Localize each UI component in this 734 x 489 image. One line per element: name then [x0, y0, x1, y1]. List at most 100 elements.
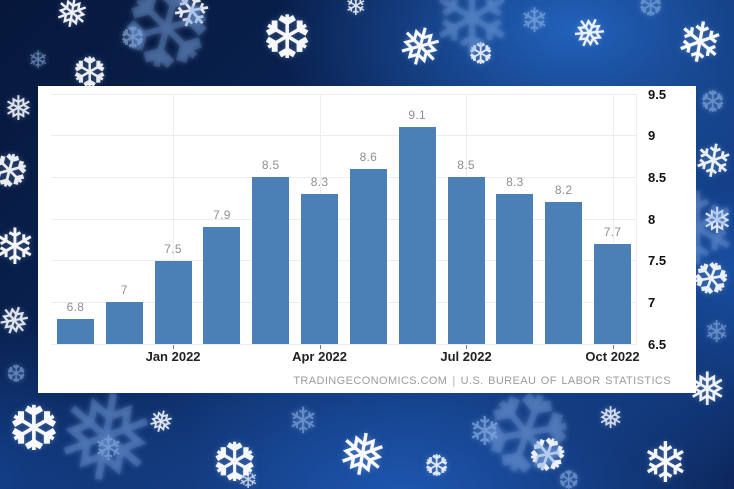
quarter-gridline	[612, 94, 614, 344]
chart-attribution: TRADINGECONOMICS.COM | U.S. BUREAU OF LABO…	[293, 375, 671, 387]
snowflake-icon: ❄	[0, 218, 36, 276]
bar-value-label: 8.5	[457, 158, 475, 172]
y-axis-tick-label: 6.5	[648, 336, 667, 352]
bar-value-label: 8.5	[261, 158, 280, 172]
attribution-provider: U.S. BUREAU OF LABOR STATISTICS	[460, 375, 671, 387]
bar-value-label: 9.1	[408, 108, 426, 122]
x-axis-tick-label: Jan 2022	[145, 349, 201, 364]
gridline	[51, 218, 637, 220]
bar[interactable]	[203, 227, 241, 344]
bar-value-label: 7	[120, 283, 128, 297]
bar-slot: 8.5	[246, 94, 295, 344]
gridline	[51, 343, 637, 345]
y-axis-tick-label: 9.5	[648, 86, 667, 102]
x-axis-tick-mark	[612, 345, 614, 349]
bar-slot: Jul 2022 8.5	[440, 94, 492, 364]
snowflake-icon: ❆	[468, 37, 494, 72]
snowflake-icon: ❄	[345, 0, 367, 22]
bar-value-label: 7.5	[164, 242, 182, 256]
bar-value-label: 8.3	[310, 175, 329, 189]
bar[interactable]	[56, 319, 94, 344]
y-axis-tick-label: 8.5	[648, 169, 667, 185]
snowflake-icon: ❅	[51, 0, 93, 40]
snowflake-icon: ❆	[6, 360, 27, 388]
snowflake-icon: ❄	[94, 429, 123, 469]
snowflake-icon: ❄	[642, 431, 689, 489]
bar-value-label: 7.7	[603, 225, 622, 239]
snowflake-icon: ❆	[262, 3, 313, 73]
snowflake-icon: ❄	[670, 7, 729, 80]
bar-value-label: 8.2	[554, 183, 573, 197]
gridline	[51, 301, 637, 303]
bar-slot: 8.6	[344, 94, 393, 344]
x-axis-tick-label: Apr 2022	[292, 349, 348, 364]
attribution-separator: |	[452, 375, 456, 387]
bar-value-label: 6.8	[66, 300, 85, 314]
y-axis-tick-label: 7.5	[648, 253, 667, 269]
snowflake-icon: ❆	[212, 431, 258, 489]
bar-slot: Apr 2022 8.3	[292, 94, 347, 364]
bar-value-label: 8.3	[506, 175, 524, 189]
y-axis-tick-label: 8	[648, 211, 656, 227]
bar[interactable]	[545, 202, 583, 344]
plot-area: 6.8 7 Jan 2022 7.5 7.9 8.5 Apr 2022 8.3 8.6 9.1 Ju…	[51, 93, 640, 364]
quarter-gridline	[173, 94, 175, 344]
x-axis-tick-mark	[466, 345, 468, 349]
x-axis-tick-mark	[319, 345, 321, 349]
bar[interactable]	[154, 261, 192, 344]
bar[interactable]	[301, 194, 339, 344]
bar-slot: Jan 2022 7.5	[146, 94, 201, 364]
snowflake-icon: ❅	[144, 402, 178, 443]
bar-slot: 7.9	[197, 94, 246, 344]
gridline	[51, 260, 637, 262]
snowflake-icon: ❄	[468, 409, 502, 455]
x-axis-tick-label: Oct 2022	[585, 349, 640, 364]
bar[interactable]	[447, 177, 485, 344]
y-axis-tick-label: 7	[648, 294, 656, 310]
x-axis-tick-mark	[173, 345, 175, 349]
attribution-source-link[interactable]: TRADINGECONOMICS.COM	[293, 375, 448, 387]
snowflake-icon: ❆	[638, 0, 664, 24]
snowflake-icon: ❆	[120, 21, 146, 56]
snowflake-icon: ❄	[238, 466, 259, 489]
bar[interactable]	[496, 194, 534, 344]
bar-slot: 9.1	[393, 94, 442, 344]
bar-slot: 8.3	[490, 94, 539, 344]
snowflake-icon: ❅	[563, 6, 614, 62]
gridline	[51, 93, 637, 95]
snowflake-icon: ❅	[332, 417, 393, 489]
snowflake-icon: ❅	[702, 201, 733, 242]
y-axis-tick-label: 9	[648, 128, 656, 144]
bar-slot: 6.8	[51, 94, 100, 344]
snowflake-icon: ❆	[519, 423, 575, 487]
snowflake-icon: ❆	[700, 85, 726, 120]
bar[interactable]	[349, 169, 387, 344]
bar[interactable]	[252, 177, 290, 344]
bar-value-label: 8.6	[359, 150, 378, 164]
x-axis-tick-label: Jul 2022	[440, 349, 492, 364]
bar-value-label: 7.9	[213, 208, 231, 222]
gridline	[51, 135, 637, 137]
bar[interactable]	[398, 127, 436, 344]
snowflake-icon: ❄	[689, 131, 734, 191]
snowflake-icon: ❆	[8, 392, 60, 465]
snowflake-icon: ❄	[520, 1, 549, 41]
snowflake-icon: ❄	[288, 401, 319, 442]
gridline	[51, 176, 637, 178]
bar[interactable]	[594, 244, 632, 344]
snowflake-icon: ❅	[390, 13, 449, 83]
snowflake-icon: ❅	[4, 89, 33, 129]
snowflake-icon: ❄	[163, 0, 219, 43]
snowflake-icon: ❅	[598, 401, 624, 436]
snowflake-icon: ❄	[704, 315, 730, 350]
snowflake-icon: ❆	[424, 449, 450, 484]
bar-slot: 7	[100, 94, 149, 344]
bar-slot: Oct 2022 7.7	[585, 94, 640, 364]
snowflake-icon: ❆	[105, 0, 228, 104]
bar-slot: 8.2	[539, 94, 588, 344]
bar[interactable]	[105, 302, 143, 344]
chart-panel: 6.8 7 Jan 2022 7.5 7.9 8.5 Apr 2022 8.3 8.6 9.1 Ju…	[38, 86, 696, 393]
bars-row: 6.8 7 Jan 2022 7.5 7.9 8.5 Apr 2022 8.3 8.6 9.1 Ju…	[51, 94, 640, 364]
snowflake-icon: ❄	[430, 0, 514, 78]
